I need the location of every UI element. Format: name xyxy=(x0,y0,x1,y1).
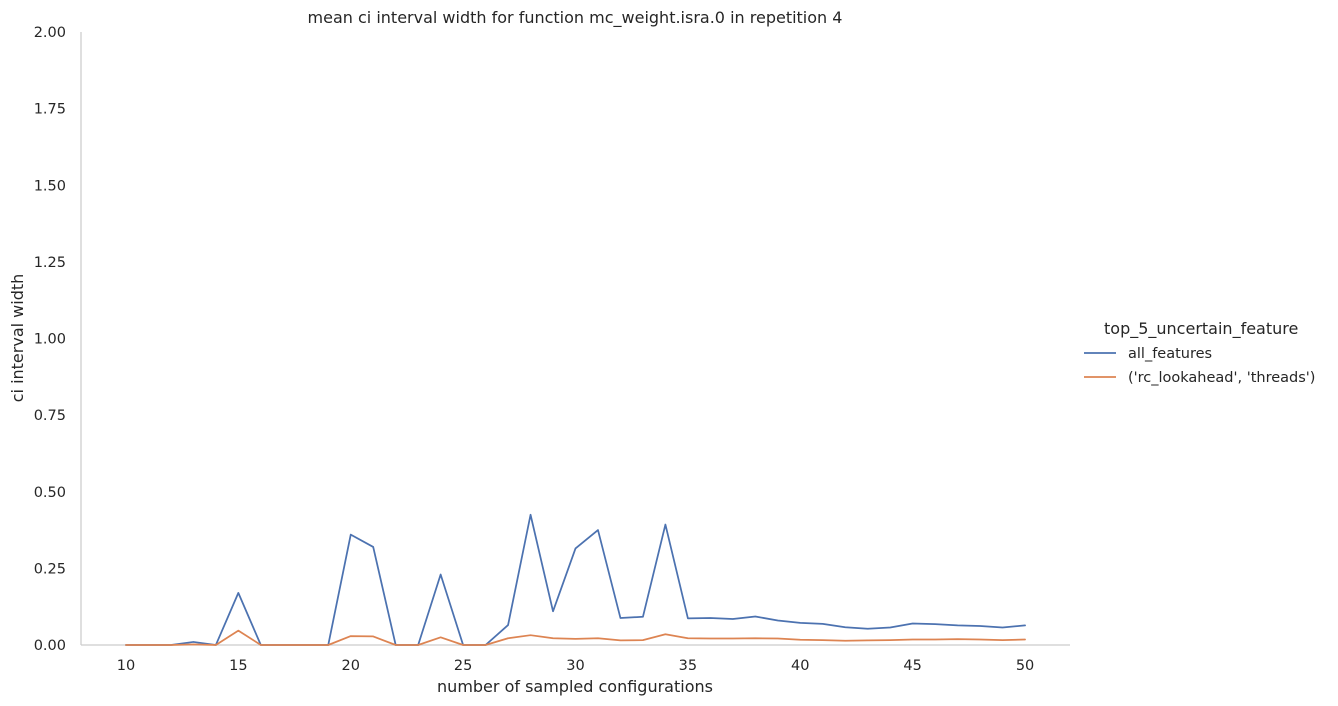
y-tick-label: 0.25 xyxy=(34,561,66,577)
legend-title: top_5_uncertain_feature xyxy=(1104,319,1298,339)
series-line-0 xyxy=(125,513,1026,646)
y-tick-label: 1.00 xyxy=(34,332,66,348)
y-tick-label: 0.50 xyxy=(34,485,66,501)
legend-label-1: ('rc_lookahead', 'threads') xyxy=(1128,370,1315,386)
x-tick-label: 30 xyxy=(566,658,584,674)
y-axis-title: ci interval width xyxy=(8,274,27,403)
series-lines xyxy=(125,513,1026,646)
legend-label-0: all_features xyxy=(1128,346,1212,362)
x-tick-label: 50 xyxy=(1016,658,1034,674)
series-line-1 xyxy=(125,629,1026,646)
x-axis-title: number of sampled configurations xyxy=(437,677,713,696)
y-tick-label: 1.75 xyxy=(34,102,66,118)
x-axis-ticks: 10 15 20 25 30 35 40 45 50 xyxy=(117,658,1035,674)
legend: top_5_uncertain_feature all_features ('rc… xyxy=(1084,319,1315,386)
y-tick-label: 1.25 xyxy=(34,255,66,271)
y-axis-ticks: 0.00 0.25 0.50 0.75 1.00 1.25 1.50 1.75 2.00 xyxy=(34,25,66,654)
y-tick-label: 0.00 xyxy=(34,638,66,654)
x-tick-label: 10 xyxy=(117,658,135,674)
x-tick-label: 20 xyxy=(342,658,360,674)
y-tick-label: 1.50 xyxy=(34,178,66,194)
legend-items: all_features ('rc_lookahead', 'threads') xyxy=(1084,346,1315,386)
x-tick-label: 15 xyxy=(229,658,247,674)
x-tick-label: 45 xyxy=(903,658,921,674)
chart-title: mean ci interval width for function mc_w… xyxy=(308,8,843,28)
x-tick-label: 25 xyxy=(454,658,472,674)
x-tick-label: 35 xyxy=(679,658,697,674)
x-tick-label: 40 xyxy=(791,658,809,674)
y-tick-label: 2.00 xyxy=(34,25,66,41)
y-tick-label: 0.75 xyxy=(34,408,66,424)
